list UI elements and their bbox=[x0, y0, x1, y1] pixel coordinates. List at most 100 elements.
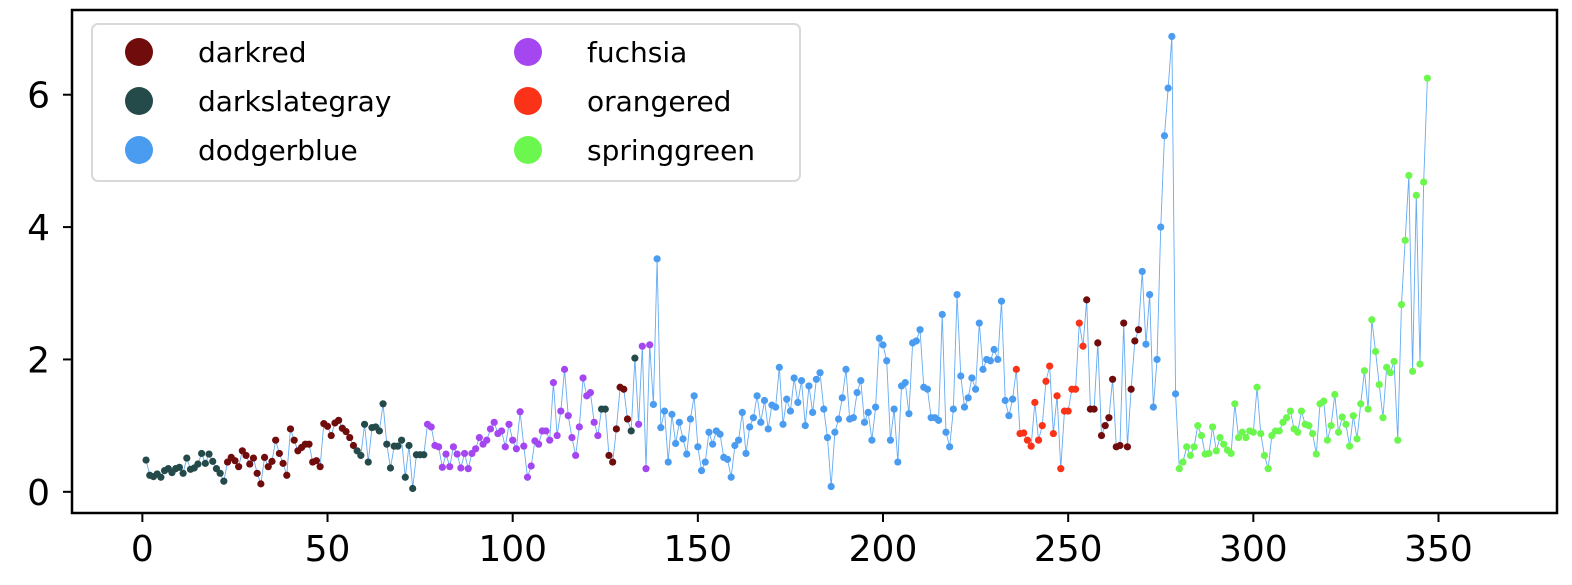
data-point-darkred bbox=[1101, 422, 1109, 430]
data-point-darkred bbox=[612, 425, 620, 433]
data-point-fuchsia bbox=[472, 445, 480, 453]
data-point-springgreen bbox=[1216, 433, 1224, 442]
data-point-darkred bbox=[1090, 405, 1098, 413]
data-point-springgreen bbox=[1371, 347, 1380, 356]
data-point-fuchsia bbox=[527, 462, 535, 470]
x-tick-label: 50 bbox=[305, 529, 351, 570]
data-point-dodgerblue bbox=[975, 319, 983, 327]
legend-box bbox=[91, 23, 801, 182]
data-point-dodgerblue bbox=[1005, 412, 1013, 420]
data-point-dodgerblue bbox=[738, 408, 746, 416]
data-point-springgreen bbox=[1368, 316, 1376, 324]
data-point-dodgerblue bbox=[794, 398, 802, 407]
data-point-orangered bbox=[1031, 398, 1039, 407]
data-point-darkred bbox=[249, 454, 258, 462]
data-point-darkslategray bbox=[601, 405, 609, 413]
data-point-darkred bbox=[1127, 385, 1135, 393]
data-point-darkslategray bbox=[394, 442, 402, 450]
data-point-fuchsia bbox=[557, 407, 565, 415]
data-point-springgreen bbox=[1357, 400, 1365, 408]
data-point-darkslategray bbox=[175, 463, 183, 471]
data-point-fuchsia bbox=[516, 408, 524, 416]
data-point-orangered bbox=[1023, 436, 1032, 444]
data-point-dodgerblue bbox=[749, 414, 758, 422]
data-point-fuchsia bbox=[590, 418, 598, 426]
data-point-darkred bbox=[246, 460, 254, 468]
data-point-darkslategray bbox=[401, 473, 409, 481]
data-point-darkred bbox=[1123, 443, 1132, 451]
data-point-dodgerblue bbox=[801, 422, 809, 430]
data-point-springgreen bbox=[1275, 427, 1283, 435]
data-point-darkslategray bbox=[157, 473, 165, 481]
data-point-fuchsia bbox=[635, 420, 643, 428]
data-point-darkred bbox=[1105, 414, 1113, 422]
data-point-springgreen bbox=[1305, 422, 1313, 430]
data-point-dodgerblue bbox=[872, 403, 880, 411]
data-point-springgreen bbox=[1209, 423, 1217, 431]
data-point-springgreen bbox=[1338, 413, 1346, 421]
data-point-dodgerblue bbox=[1157, 223, 1165, 231]
data-point-dodgerblue bbox=[675, 418, 683, 426]
data-point-darkslategray bbox=[631, 354, 639, 362]
data-point-dodgerblue bbox=[816, 369, 824, 377]
data-point-springgreen bbox=[1253, 383, 1261, 391]
data-point-darkslategray bbox=[357, 451, 365, 460]
data-point-darkslategray bbox=[198, 449, 206, 458]
data-point-dodgerblue bbox=[649, 400, 658, 409]
data-point-springgreen bbox=[1260, 451, 1269, 460]
data-point-orangered bbox=[1027, 442, 1035, 450]
data-point-fuchsia bbox=[520, 442, 528, 450]
data-point-fuchsia bbox=[483, 436, 491, 444]
data-point-springgreen bbox=[1383, 363, 1391, 371]
data-point-dodgerblue bbox=[879, 341, 887, 349]
data-point-dodgerblue bbox=[757, 418, 765, 426]
legend-marker-dodgerblue bbox=[125, 136, 153, 164]
data-point-dodgerblue bbox=[916, 326, 924, 334]
data-point-springgreen bbox=[1364, 405, 1372, 413]
axis-ticks: 0 50 100 150 200 250 300 350 0 2 4 6 bbox=[27, 76, 1473, 570]
data-point-springgreen bbox=[1234, 433, 1243, 442]
data-point-fuchsia bbox=[464, 465, 472, 473]
data-point-springgreen bbox=[1220, 440, 1228, 448]
data-point-springgreen bbox=[1390, 357, 1398, 366]
legend-label-dodgerblue: dodgerblue bbox=[198, 134, 358, 167]
data-point-darkred bbox=[1120, 319, 1128, 327]
data-point-darkred bbox=[242, 451, 250, 460]
data-point-dodgerblue bbox=[994, 355, 1002, 364]
data-point-springgreen bbox=[1423, 74, 1431, 82]
data-point-fuchsia bbox=[646, 341, 654, 349]
data-point-springgreen bbox=[1308, 429, 1317, 438]
data-point-dodgerblue bbox=[775, 363, 783, 371]
data-point-dodgerblue bbox=[964, 394, 972, 402]
data-point-darkred bbox=[346, 433, 354, 442]
data-point-darkslategray bbox=[201, 459, 209, 467]
data-point-fuchsia bbox=[568, 433, 576, 442]
data-point-springgreen bbox=[1416, 360, 1424, 368]
data-point-darkslategray bbox=[205, 450, 213, 458]
data-point-darkslategray bbox=[179, 469, 187, 477]
data-point-fuchsia bbox=[453, 450, 461, 458]
data-point-dodgerblue bbox=[886, 436, 895, 444]
data-point-dodgerblue bbox=[764, 425, 772, 433]
data-point-fuchsia bbox=[572, 451, 580, 460]
data-point-dodgerblue bbox=[949, 405, 957, 413]
data-point-darkred bbox=[264, 463, 272, 471]
y-tick-label: 0 bbox=[27, 473, 50, 514]
data-point-darkslategray bbox=[364, 458, 372, 466]
x-tick-label: 150 bbox=[663, 529, 732, 570]
data-point-springgreen bbox=[1327, 422, 1335, 430]
data-point-dodgerblue bbox=[979, 365, 987, 373]
data-point-springgreen bbox=[1353, 435, 1361, 443]
data-point-springgreen bbox=[1346, 442, 1354, 450]
x-tick-label: 350 bbox=[1404, 529, 1473, 570]
data-point-fuchsia bbox=[501, 443, 509, 451]
data-point-darkslategray bbox=[397, 436, 406, 444]
data-point-fuchsia bbox=[486, 425, 495, 433]
data-point-dodgerblue bbox=[849, 414, 857, 422]
legend: darkred darkslategray dodgerblue fuchsia ora… bbox=[91, 23, 801, 182]
data-point-fuchsia bbox=[642, 465, 650, 473]
data-point-fuchsia bbox=[457, 464, 465, 472]
data-point-fuchsia bbox=[546, 436, 554, 444]
data-point-darkred bbox=[253, 469, 261, 477]
data-point-dodgerblue bbox=[653, 255, 661, 263]
